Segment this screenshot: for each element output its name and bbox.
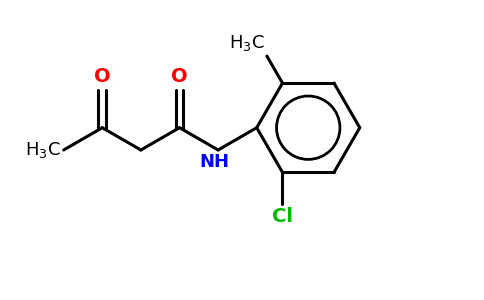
Text: O: O (171, 67, 188, 86)
Text: Cl: Cl (272, 206, 293, 226)
Text: O: O (94, 67, 110, 86)
Text: $\mathregular{H_3C}$: $\mathregular{H_3C}$ (229, 33, 265, 53)
Text: $\mathregular{H_3C}$: $\mathregular{H_3C}$ (25, 140, 60, 160)
Text: NH: NH (199, 153, 229, 171)
